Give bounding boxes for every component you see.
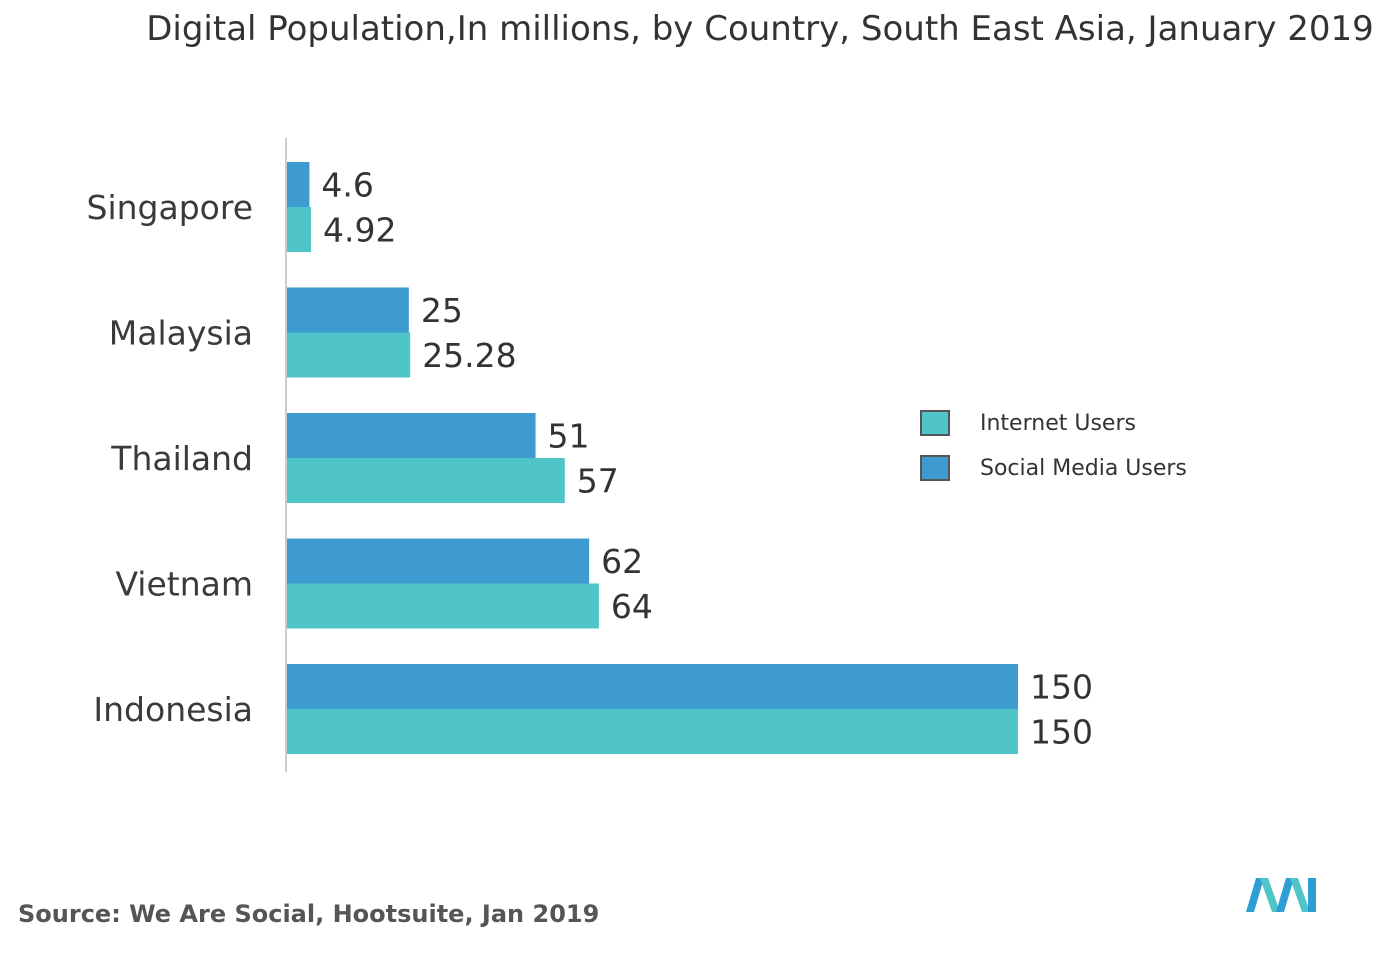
chart-title: Digital Population,In millions, by Count… <box>146 9 1374 49</box>
legend-label-internet-users: Internet Users <box>980 410 1136 436</box>
bar-internet-users-indonesia <box>287 709 1018 754</box>
value-label-internet-users-malaysia: 25.28 <box>422 336 516 375</box>
bar-internet-users-thailand <box>287 458 565 503</box>
bar-social-media-users-malaysia <box>287 287 409 333</box>
bar-social-media-users-singapore <box>287 162 310 207</box>
category-label-singapore: Singapore <box>87 188 253 227</box>
bar-internet-users-vietnam <box>287 583 599 629</box>
value-label-internet-users-vietnam: 64 <box>611 587 653 626</box>
value-label-internet-users-indonesia: 150 <box>1030 713 1093 752</box>
category-label-malaysia: Malaysia <box>109 314 253 353</box>
bar-internet-users-singapore <box>287 207 311 252</box>
category-label-indonesia: Indonesia <box>93 690 253 729</box>
bar-social-media-users-vietnam <box>287 538 590 584</box>
value-label-social-media-users-indonesia: 150 <box>1030 668 1093 707</box>
legend: Internet Users Social Media Users <box>920 408 1187 498</box>
legend-label-social-media-users: Social Media Users <box>980 455 1187 481</box>
bar-social-media-users-indonesia <box>287 664 1018 709</box>
value-label-internet-users-singapore: 4.92 <box>323 211 396 250</box>
legend-swatch-social-media-users <box>920 455 950 481</box>
value-label-social-media-users-singapore: 4.6 <box>321 166 373 205</box>
bar-internet-users-malaysia <box>287 332 411 378</box>
value-label-social-media-users-malaysia: 25 <box>421 291 463 330</box>
category-label-thailand: Thailand <box>110 439 253 478</box>
source-note: Source: We Are Social, Hootsuite, Jan 20… <box>18 900 600 928</box>
legend-swatch-internet-users <box>920 410 950 436</box>
mordor-intelligence-logo-icon <box>1246 878 1316 912</box>
category-label-vietnam: Vietnam <box>115 565 253 604</box>
value-label-internet-users-thailand: 57 <box>577 462 619 501</box>
legend-item-internet-users: Internet Users <box>920 408 1187 438</box>
value-label-social-media-users-thailand: 51 <box>548 417 590 456</box>
legend-item-social-media-users: Social Media Users <box>920 453 1187 483</box>
value-label-social-media-users-vietnam: 62 <box>601 542 643 581</box>
bar-social-media-users-thailand <box>287 413 536 458</box>
